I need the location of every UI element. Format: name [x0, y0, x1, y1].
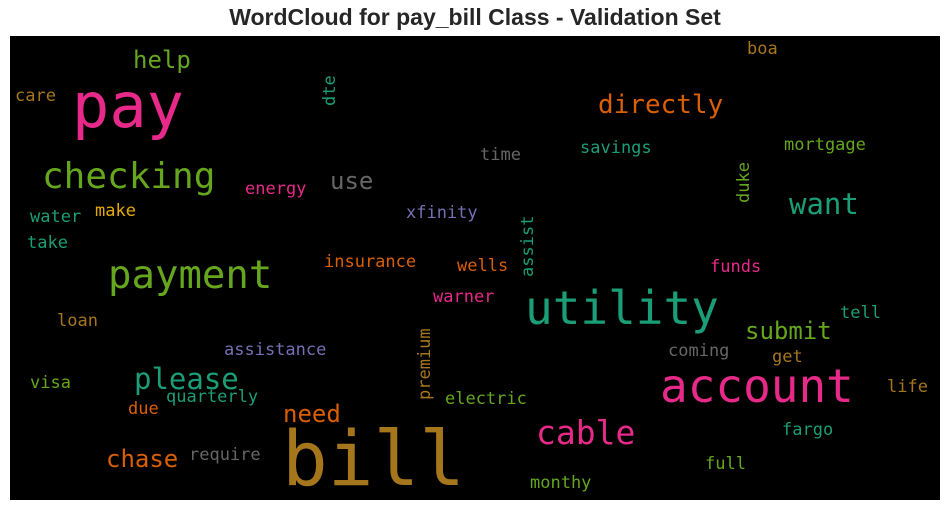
- word-monthy: monthy: [530, 473, 592, 493]
- word-coming: coming: [668, 341, 730, 361]
- word-water: water: [30, 207, 82, 227]
- word-directly: directly: [598, 90, 724, 120]
- wordcloud-canvas: pay bill account utility payment checkin…: [10, 36, 940, 500]
- word-account: account: [660, 359, 854, 413]
- word-tell: tell: [840, 303, 881, 323]
- word-electric: electric: [445, 389, 527, 409]
- word-bill: bill: [282, 414, 466, 500]
- word-cable: cable: [536, 413, 636, 452]
- word-need: need: [283, 400, 341, 428]
- word-premium: premium: [415, 328, 435, 400]
- word-xfinity: xfinity: [406, 203, 478, 223]
- word-require: require: [189, 445, 261, 465]
- word-due: due: [128, 399, 159, 419]
- word-boa: boa: [747, 39, 778, 59]
- word-get: get: [772, 347, 803, 367]
- word-want: want: [789, 187, 859, 221]
- word-loan: loan: [57, 311, 98, 331]
- word-insurance: insurance: [324, 252, 417, 272]
- word-help: help: [133, 46, 191, 74]
- word-wells: wells: [457, 256, 509, 276]
- word-duke: duke: [734, 162, 754, 203]
- word-assist: assist: [518, 215, 538, 277]
- word-life: life: [887, 377, 928, 397]
- word-checking: checking: [42, 156, 216, 197]
- word-assistance: assistance: [224, 340, 327, 360]
- word-chase: chase: [106, 445, 179, 473]
- word-visa: visa: [30, 373, 71, 393]
- word-warner: warner: [433, 287, 495, 307]
- word-utility: utility: [525, 281, 719, 335]
- word-full: full: [705, 454, 746, 474]
- word-make: make: [95, 201, 136, 221]
- word-submit: submit: [745, 317, 832, 345]
- word-savings: savings: [580, 138, 652, 158]
- word-take: take: [27, 233, 68, 253]
- word-energy: energy: [245, 179, 307, 199]
- word-quarterly: quarterly: [166, 387, 259, 407]
- word-funds: funds: [710, 257, 762, 277]
- word-fargo: fargo: [782, 420, 834, 440]
- word-time: time: [480, 145, 521, 165]
- word-care: care: [15, 86, 56, 106]
- word-payment: payment: [108, 253, 273, 298]
- word-dte: dte: [320, 75, 340, 106]
- word-mortgage: mortgage: [784, 135, 866, 155]
- word-use: use: [330, 167, 374, 195]
- word-pay: pay: [72, 69, 184, 142]
- page-title: WordCloud for pay_bill Class - Validatio…: [229, 4, 721, 30]
- word-please: please: [134, 362, 239, 396]
